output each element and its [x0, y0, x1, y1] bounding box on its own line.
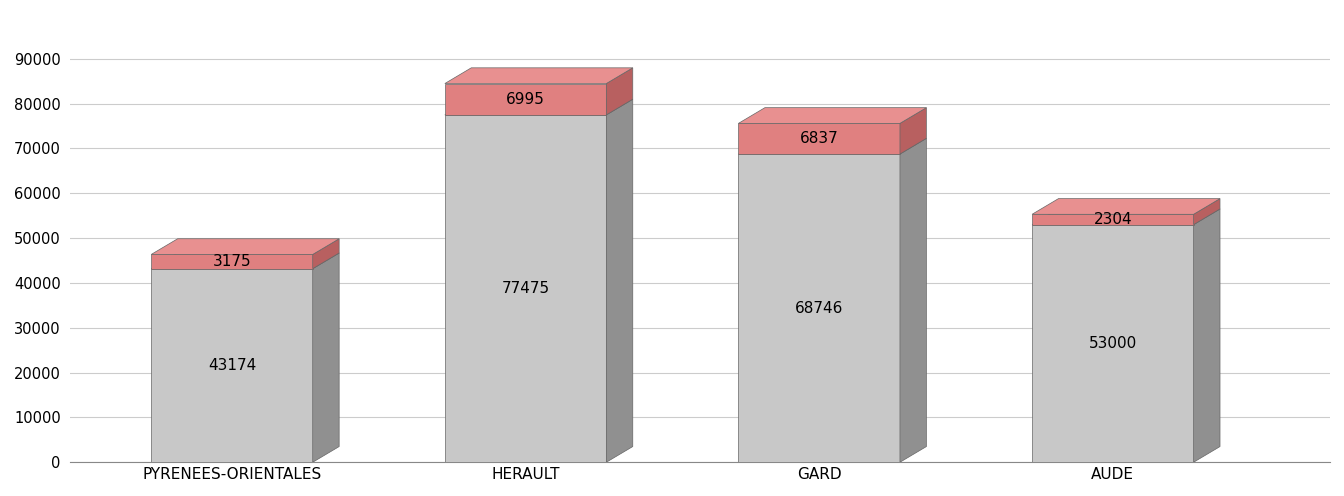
Polygon shape [606, 99, 633, 462]
Polygon shape [152, 254, 313, 269]
Polygon shape [152, 239, 339, 254]
Polygon shape [1032, 198, 1220, 214]
Polygon shape [1193, 198, 1220, 225]
Polygon shape [738, 124, 900, 154]
Polygon shape [900, 138, 926, 462]
Polygon shape [738, 138, 926, 154]
Polygon shape [1032, 209, 1220, 225]
Polygon shape [313, 239, 339, 269]
Text: 6995: 6995 [507, 92, 546, 107]
Text: 6837: 6837 [800, 131, 839, 146]
Polygon shape [900, 108, 926, 154]
Text: 2304: 2304 [1094, 212, 1132, 227]
Polygon shape [445, 68, 633, 83]
Text: 68746: 68746 [796, 301, 844, 315]
Polygon shape [1032, 214, 1193, 225]
Polygon shape [313, 253, 339, 462]
Text: 3175: 3175 [212, 254, 251, 269]
Polygon shape [606, 68, 633, 115]
Polygon shape [445, 99, 633, 115]
Polygon shape [738, 154, 900, 462]
Polygon shape [1193, 209, 1220, 462]
Polygon shape [152, 253, 339, 269]
Polygon shape [738, 108, 926, 124]
Polygon shape [152, 269, 313, 462]
Polygon shape [1032, 225, 1193, 462]
Polygon shape [445, 115, 606, 462]
Polygon shape [445, 83, 606, 115]
Text: 77475: 77475 [501, 281, 550, 296]
Text: 43174: 43174 [208, 358, 257, 373]
Text: 53000: 53000 [1089, 336, 1137, 351]
